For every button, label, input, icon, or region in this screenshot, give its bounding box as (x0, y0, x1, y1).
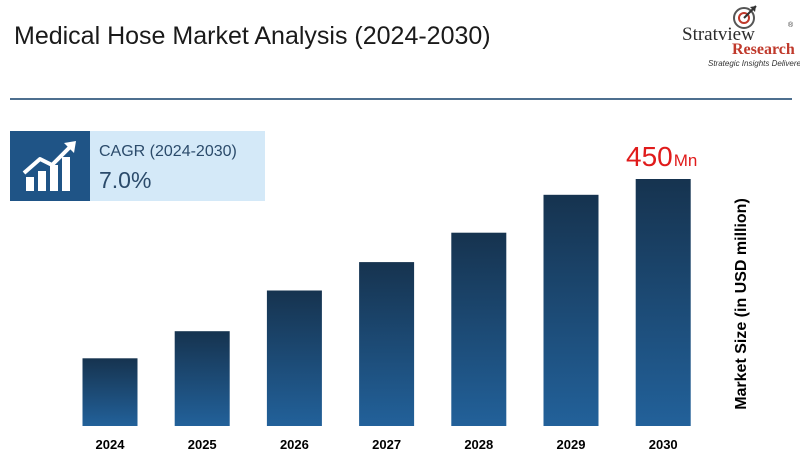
x-tick-label-2027: 2027 (372, 437, 401, 452)
x-tick-label-2029: 2029 (557, 437, 586, 452)
growth-chart-icon (22, 141, 76, 191)
cagr-label: CAGR (2024-2030) (99, 143, 237, 160)
logo-registered-mark: ® (788, 22, 794, 29)
x-tick-label-2030: 2030 (649, 437, 678, 452)
logo-brand: Stratview (682, 24, 755, 45)
x-tick-label-2024: 2024 (96, 437, 126, 452)
y-axis-label: Market Size (in USD million) (733, 198, 750, 410)
header-divider (10, 98, 792, 100)
x-tick-label-2028: 2028 (464, 437, 493, 452)
x-tick-label-2025: 2025 (188, 437, 217, 452)
bar-2027 (359, 262, 415, 426)
cagr-value: 7.0% (99, 167, 152, 193)
peak-value: 450 (626, 141, 673, 172)
bar-2026 (266, 290, 322, 426)
bar-2024 (82, 358, 138, 426)
cagr-callout: CAGR (2024-2030) 7.0% (10, 131, 265, 201)
target-arrow-icon (733, 5, 757, 29)
peak-value-label: 450Mn (626, 141, 697, 173)
cagr-icon-panel (10, 131, 90, 201)
peak-unit: Mn (673, 151, 698, 170)
bar-group (82, 179, 691, 426)
logo-tagline: Strategic Insights Delivered (708, 59, 800, 68)
stratview-logo: Stratview ® Research Strategic Insights … (640, 4, 800, 70)
page-title: Medical Hose Market Analysis (2024-2030) (14, 22, 491, 50)
bar-2025 (174, 331, 230, 426)
bar-2029 (543, 194, 599, 426)
bar-2030 (635, 179, 691, 426)
x-tick-label-2026: 2026 (280, 437, 309, 452)
x-tick-labels: 2024 2025 2026 2027 2028 2029 2030 (96, 437, 678, 452)
logo-sub: Research (732, 41, 795, 58)
bar-2028 (451, 232, 507, 426)
